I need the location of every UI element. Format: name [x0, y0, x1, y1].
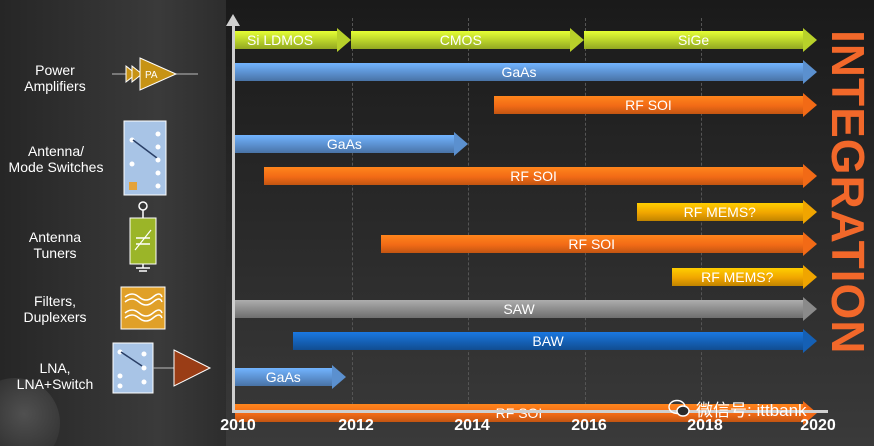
tick-label-2020: 2020: [800, 417, 836, 434]
bar-arrowhead: [337, 28, 352, 52]
bar-label: SAW: [503, 300, 535, 317]
category-label-line: Tuners: [33, 245, 77, 261]
bar-body: [584, 31, 803, 49]
integration-text: INTEGRATION: [822, 30, 874, 355]
watermark: 微信号: ittbank: [668, 396, 807, 420]
bar-arrowhead: [803, 232, 817, 257]
category-label-line: LNA,: [39, 360, 71, 376]
bar-filter-saw: SAW: [235, 296, 817, 321]
bar-si-ldmos: Si LDMOS: [235, 28, 352, 52]
bar-label: RF MEMS?: [683, 203, 756, 220]
bar-filter-baw: BAW: [293, 329, 817, 354]
bar-switch-rfmems: RF MEMS?: [636, 199, 817, 224]
tick-label-2010: 2010: [220, 417, 256, 434]
bar-arrowhead: [803, 60, 817, 85]
tick-label-2012: 2012: [338, 417, 374, 434]
category-label-line: Power: [35, 62, 75, 78]
bar-tuner-rfsoi: RF SOI: [380, 232, 817, 257]
bar-label: CMOS: [439, 32, 482, 48]
bar-body: [235, 63, 803, 82]
bar-label: RF SOI: [625, 96, 672, 113]
bar-label: Si LDMOS: [247, 32, 314, 48]
bar-arrowhead: [802, 199, 817, 224]
bar-arrowhead: [802, 329, 817, 354]
bar-body: [380, 235, 803, 254]
bar-body: [264, 167, 803, 186]
tick-label-2014: 2014: [454, 417, 490, 434]
bar-body: [351, 31, 571, 49]
category-antenna-tuners: Antenna Tuners: [10, 229, 100, 261]
watermark-text: 微信号: ittbank: [696, 400, 807, 420]
category-label-line: Mode Switches: [8, 159, 104, 175]
antenna-tuner-icon: [129, 201, 157, 272]
category-filters-duplexers: Filters, Duplexers: [10, 293, 100, 325]
antenna-switch-icon: [123, 120, 167, 196]
bar-switch-rfsoi: RF SOI: [264, 164, 817, 189]
category-label-line: Filters,: [34, 293, 76, 309]
bar-body: [235, 134, 454, 153]
bar-body: [235, 31, 338, 49]
category-power-amplifiers: Power Amplifiers: [10, 62, 100, 94]
integration-banner: INTEGRATION: [822, 30, 874, 400]
x-axis: [232, 410, 828, 413]
bar-body: [235, 367, 332, 386]
bar-label: RF MEMS?: [701, 268, 774, 285]
category-label-line: Duplexers: [23, 309, 87, 325]
tick-label-2018: 2018: [687, 417, 723, 434]
category-antenna-switches: Antenna/ Mode Switches: [0, 143, 112, 175]
category-label-line: Amplifiers: [24, 78, 86, 94]
bar-label: SiGe: [678, 32, 710, 48]
y-axis-arrow: [226, 14, 240, 26]
lna-switch-icon: [112, 342, 212, 394]
bar-pa-rfsoi: RF SOI: [493, 92, 817, 117]
y-axis: [232, 22, 235, 412]
grid-line-2012: [352, 18, 353, 410]
bar-tuner-rfmems: RF MEMS?: [671, 264, 817, 289]
power-amplifier-icon: PA: [112, 57, 198, 91]
wechat-icon: [668, 399, 690, 417]
bar-body: [493, 95, 803, 114]
bar-arrowhead: [803, 264, 817, 289]
bar-label: RF SOI: [510, 168, 557, 185]
bar-sige: SiGe: [584, 28, 817, 52]
bar-arrowhead: [453, 131, 468, 156]
category-lna: LNA, LNA+Switch: [0, 360, 110, 392]
bar-arrowhead: [802, 164, 817, 189]
bar-arrowhead: [802, 28, 817, 52]
category-label-line: Antenna: [28, 229, 82, 245]
tick-label-2016: 2016: [571, 417, 607, 434]
bar-arrowhead: [570, 28, 585, 52]
bar-lna-gaas: GaAs: [235, 364, 346, 389]
bar-label: GaAs: [265, 368, 301, 385]
bar-label: GaAs: [326, 135, 362, 152]
bar-body: [293, 332, 803, 351]
bar-cmos: CMOS: [351, 28, 585, 52]
filter-duplexer-icon: [120, 286, 166, 330]
grid-line-2014: [468, 18, 469, 410]
bar-label: BAW: [532, 333, 564, 350]
bar-arrowhead: [803, 296, 817, 321]
bar-label: GaAs: [501, 64, 537, 81]
bar-body: [235, 299, 803, 318]
bar-label: RF SOI: [568, 236, 616, 253]
category-label-line: Antenna/: [27, 143, 85, 159]
bar-switch-gaas: GaAs: [235, 131, 468, 156]
bar-body: [671, 267, 803, 286]
category-label-line: LNA+Switch: [16, 376, 94, 392]
bar-body: [636, 202, 803, 221]
bar-arrowhead: [331, 364, 346, 389]
pa-icon-text: PA: [145, 70, 158, 81]
bar-pa-gaas: GaAs: [235, 60, 817, 85]
bar-arrowhead: [802, 92, 817, 117]
grid-line-2016: [585, 18, 586, 410]
